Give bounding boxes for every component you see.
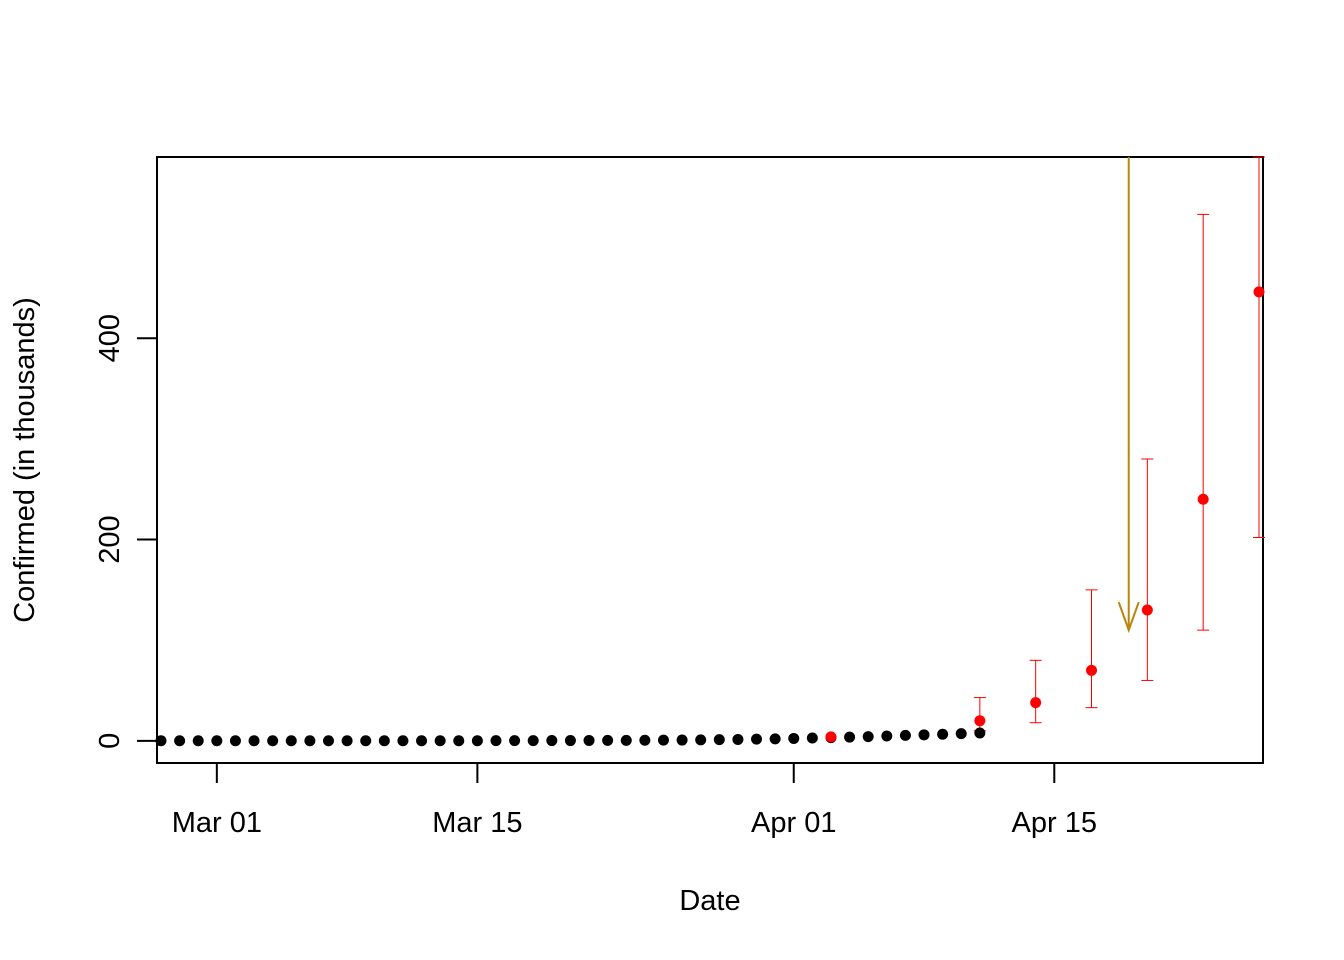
data-point — [341, 735, 353, 747]
x-tick-label: Apr 01 — [751, 807, 836, 839]
data-point — [937, 728, 949, 740]
data-point — [285, 735, 297, 747]
y-tick-label: 0 — [94, 733, 126, 749]
data-point — [471, 735, 483, 747]
data-point — [1253, 286, 1265, 298]
data-point — [713, 734, 725, 746]
y-axis-label: Confirmed (in thousands) — [9, 297, 41, 623]
data-point — [639, 734, 651, 746]
data-point — [490, 735, 502, 747]
data-point — [1141, 604, 1153, 616]
x-axis-label: Date — [679, 885, 740, 917]
data-point — [192, 735, 204, 747]
data-point — [769, 733, 781, 745]
data-point — [862, 731, 874, 743]
data-point — [397, 735, 409, 747]
data-point — [248, 735, 260, 747]
data-point — [509, 735, 521, 747]
data-point — [955, 728, 967, 740]
data-point — [676, 734, 688, 746]
data-point — [304, 735, 316, 747]
data-point — [267, 735, 279, 747]
data-point — [806, 732, 818, 744]
data-point — [434, 735, 446, 747]
data-point — [881, 730, 893, 742]
data-point — [229, 735, 241, 747]
data-point — [1197, 493, 1209, 505]
data-point — [751, 733, 763, 745]
data-point — [918, 729, 930, 741]
y-axis: 0 200 400 — [94, 314, 157, 749]
data-point — [527, 735, 539, 747]
data-point — [732, 733, 744, 745]
data-point — [453, 735, 465, 747]
error-bars — [973, 156, 1265, 732]
data-point — [155, 735, 167, 747]
data-points — [155, 286, 1265, 747]
data-point — [825, 731, 837, 743]
data-point — [899, 729, 911, 741]
data-point — [546, 735, 558, 747]
plot-frame — [156, 156, 1264, 764]
y-tick-label: 200 — [94, 515, 126, 563]
data-point — [974, 727, 986, 739]
data-point — [695, 734, 707, 746]
data-point — [174, 735, 186, 747]
data-point — [788, 732, 800, 744]
x-axis: Mar 01 Mar 15 Apr 01 Apr 15 — [172, 762, 1097, 839]
data-point — [1086, 664, 1098, 676]
data-point — [583, 734, 595, 746]
x-tick-label: Mar 15 — [432, 807, 522, 839]
data-point — [360, 735, 372, 747]
data-point — [974, 715, 986, 727]
data-point — [602, 734, 614, 746]
x-tick-label: Apr 15 — [1012, 807, 1097, 839]
y-tick-label: 400 — [94, 314, 126, 362]
data-point — [620, 734, 632, 746]
data-point — [322, 735, 334, 747]
data-point — [1030, 697, 1042, 709]
annotation-arrow-head — [1117, 601, 1140, 634]
x-tick-label: Mar 01 — [172, 807, 262, 839]
data-point — [657, 734, 669, 746]
annotations — [1117, 157, 1140, 634]
data-point — [378, 735, 390, 747]
data-point — [564, 735, 576, 747]
data-point — [211, 735, 223, 747]
data-point — [416, 735, 428, 747]
data-point — [844, 731, 856, 743]
